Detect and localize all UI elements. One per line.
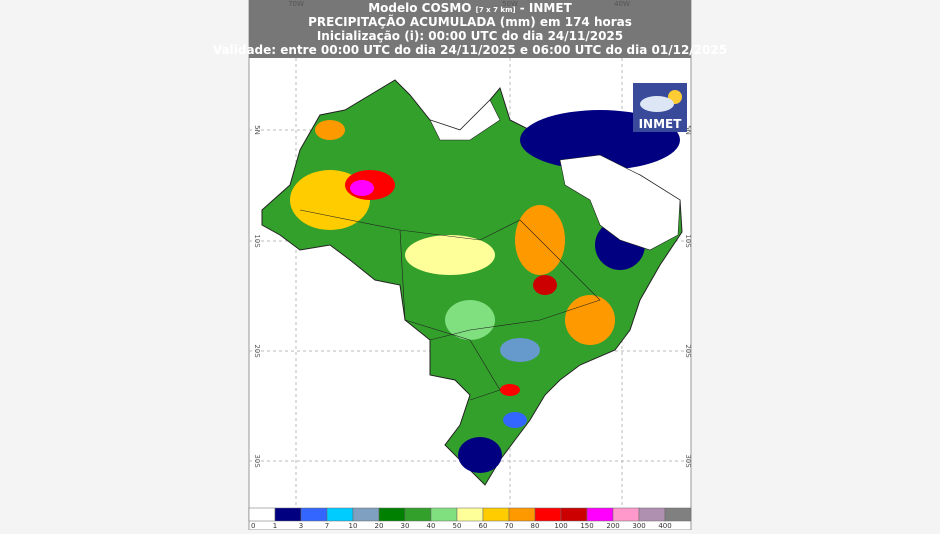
init: Inicialização (i): 00:00 UTC do dia 24/1… bbox=[317, 29, 623, 43]
legend-label: 300 bbox=[632, 522, 645, 530]
legend-label: 50 bbox=[453, 522, 462, 530]
legend-swatch bbox=[378, 507, 406, 522]
legend-label: 400 bbox=[658, 522, 671, 530]
legend-label: 100 bbox=[554, 522, 567, 530]
header-band bbox=[249, 0, 691, 58]
legend-label: 1 bbox=[273, 522, 277, 530]
lon-labels: 70W 50W 40W bbox=[288, 0, 630, 8]
legend-label: 10 bbox=[349, 522, 358, 530]
legend-label: 3 bbox=[299, 522, 303, 530]
lon-label: 50W bbox=[502, 0, 518, 8]
legend-swatch bbox=[456, 507, 484, 522]
legend-swatch bbox=[534, 507, 562, 522]
logo-text: INMET bbox=[639, 117, 683, 131]
legend-swatch bbox=[586, 507, 614, 522]
legend-label: 7 bbox=[325, 522, 329, 530]
legend-label: 150 bbox=[580, 522, 593, 530]
legend-swatch bbox=[664, 507, 692, 522]
title: PRECIPITAÇÃO ACUMULADA (mm) em 174 horas bbox=[308, 14, 632, 29]
lat-label: 30S bbox=[684, 454, 692, 468]
agency: - INMET bbox=[520, 1, 573, 15]
legend-label: 20 bbox=[375, 522, 384, 530]
legend-label: 80 bbox=[531, 522, 540, 530]
legend-label: 0 bbox=[251, 522, 255, 530]
validity: Validade: entre 00:00 UTC do dia 24/11/2… bbox=[213, 43, 727, 57]
lat-label: 20S bbox=[684, 344, 692, 358]
legend-swatch bbox=[482, 507, 510, 522]
legend-swatch bbox=[248, 507, 276, 522]
legend-label: 30 bbox=[401, 522, 410, 530]
legend-swatch bbox=[326, 507, 354, 522]
lat-label: 20S bbox=[253, 344, 261, 358]
lat-label: 5N bbox=[253, 125, 261, 135]
legend-swatch bbox=[300, 507, 328, 522]
model-line: Modelo COSMO [7 x 7 km] - INMET bbox=[368, 1, 572, 15]
legend-swatch bbox=[274, 507, 302, 522]
logo: INMET bbox=[633, 83, 687, 132]
legend-swatch bbox=[404, 507, 432, 522]
legend-swatch bbox=[352, 507, 380, 522]
legend: 0 1 3 7 10 20 30 40 50 60 70 80 100 150 200 300 400 bbox=[248, 507, 692, 530]
legend-label: 40 bbox=[427, 522, 436, 530]
lat-label: 10S bbox=[684, 234, 692, 248]
legend-swatch bbox=[508, 507, 536, 522]
legend-label: 60 bbox=[479, 522, 488, 530]
lat-label: 5N bbox=[684, 125, 692, 135]
legend-swatch bbox=[430, 507, 458, 522]
lon-label: 70W bbox=[288, 0, 304, 8]
legend-swatch bbox=[612, 507, 640, 522]
lon-label: 40W bbox=[614, 0, 630, 8]
lat-label: 30S bbox=[253, 454, 261, 468]
legend-label: 70 bbox=[505, 522, 514, 530]
lat-label: 10S bbox=[253, 234, 261, 248]
legend-label: 200 bbox=[606, 522, 619, 530]
model: Modelo COSMO bbox=[368, 1, 471, 15]
resolution: [7 x 7 km] bbox=[476, 6, 516, 14]
legend-swatch bbox=[638, 507, 666, 522]
brazil-map bbox=[261, 79, 683, 486]
legend-swatch bbox=[560, 507, 588, 522]
